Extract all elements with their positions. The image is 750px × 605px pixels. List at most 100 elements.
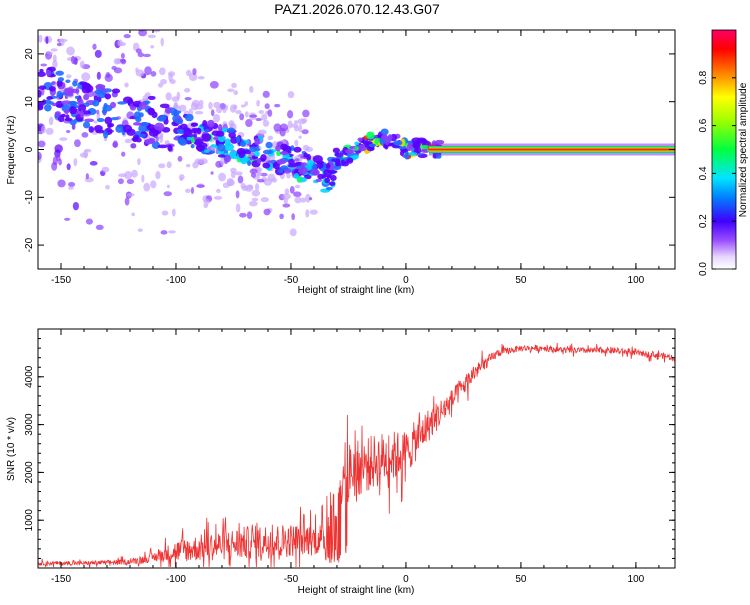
spectrogram-signal-blob <box>46 96 54 100</box>
spectrogram-noise-blob <box>194 104 204 110</box>
spectrogram-signal-blob <box>48 86 56 92</box>
spectrogram-noise-blob <box>294 184 301 189</box>
spectrogram-noise-blob <box>235 203 241 213</box>
spectrogram-noise-blob <box>172 208 176 217</box>
spectrogram-noise-blob <box>297 118 307 125</box>
spectrogram-noise-blob <box>246 211 253 219</box>
spectrogram-noise-blob <box>60 5 63 13</box>
spectrogram-noise-blob <box>166 161 172 169</box>
spectrogram-signal-blob <box>64 109 70 115</box>
snr-y-axis-label: SNR (10 * v/v) <box>6 417 17 481</box>
spectrogram-noise-blob <box>52 54 57 63</box>
spectrogram-noise-blob <box>210 109 215 117</box>
spectrogram-noise-blob <box>67 181 76 187</box>
spectrogram-noise-blob <box>254 183 260 191</box>
spectrogram-signal-blob <box>325 186 333 191</box>
spectrogram-noise-blob <box>249 168 258 174</box>
spectrogram-noise-blob <box>293 120 299 125</box>
spectrogram-signal-blob <box>303 152 309 158</box>
spectrogram-noise-blob <box>274 103 281 108</box>
spectrogram-noise-blob <box>294 196 302 204</box>
spectrogram-noise-blob <box>267 109 273 117</box>
spectrogram-noise-blob <box>116 14 124 20</box>
spectrogram-signal-blob <box>117 101 127 105</box>
spectrogram-noise-blob <box>113 67 123 74</box>
spectrogram-noise-blob <box>235 190 240 199</box>
spectrogram-noise-blob <box>240 104 246 108</box>
spectrogram-noise-blob <box>72 201 80 211</box>
spectrogram-signal-blob <box>381 134 388 141</box>
spectrogram-noise-blob <box>179 104 187 112</box>
spectrogram-noise-blob <box>55 154 61 162</box>
spectrogram-noise-blob <box>66 163 71 171</box>
spectrogram-signal-blob <box>387 134 393 141</box>
spectrogram-noise-blob <box>118 173 127 178</box>
spectrogram-noise-blob <box>86 22 92 29</box>
spectrogram-noise-blob <box>135 67 139 73</box>
snr-x-tick-label: -100 <box>166 574 186 585</box>
spectrogram-noise-blob <box>57 179 66 188</box>
spectrogram-x-tick-label: -100 <box>166 275 186 286</box>
spectrogram-noise-blob <box>302 109 310 118</box>
spectrogram-signal-blob <box>46 69 52 77</box>
spectrogram-x-axis-label: Height of straight line (km) <box>298 285 415 296</box>
spectrogram-noise-blob <box>64 217 71 221</box>
spectrogram-noise-blob <box>85 218 93 225</box>
spectrogram-noise-blob <box>237 175 244 184</box>
spectrogram-noise-blob <box>233 90 239 96</box>
spectrogram-noise-blob <box>169 79 176 85</box>
spectrogram-signal-blob <box>132 134 140 140</box>
spectrogram-noise-blob <box>230 171 236 179</box>
spectrogram-noise-blob <box>65 74 72 79</box>
spectrogram-noise-blob <box>46 51 54 55</box>
spectrogram-noise-blob <box>309 209 318 215</box>
spectrogram-noise-blob <box>50 48 58 52</box>
colorbar-ticks: 0.0 0.2 0.4 0.6 0.8 <box>698 70 736 276</box>
spectrogram-signal-blob <box>316 160 324 169</box>
spectrogram-noise-blob <box>105 184 110 190</box>
spectrogram-signal-blob <box>38 89 42 98</box>
spectrogram-signal-blob <box>202 119 208 128</box>
spectrogram-signal-blob <box>147 95 156 100</box>
spectrogram-signal-blob <box>38 103 43 107</box>
spectrogram-signal-blob <box>329 174 337 181</box>
spectrogram-signal-blob <box>61 100 72 105</box>
spectrogram-signal-blob <box>254 137 261 146</box>
spectrogram-noise-blob <box>52 59 58 69</box>
spectrogram-noise-blob <box>163 191 172 197</box>
spectrogram-noise-blob <box>40 63 48 67</box>
spectrogram-signal-blob <box>354 145 359 152</box>
spectrogram-noise-blob <box>117 39 123 47</box>
spectrogram-noise-blob <box>124 82 129 88</box>
spectrogram-noise-blob <box>71 123 76 130</box>
spectrogram-y-tick-label: 20 <box>24 48 35 60</box>
spectrogram-signal-blob <box>176 128 184 134</box>
spectrogram-signal-blob <box>54 111 61 117</box>
spectrogram-noise-blob <box>159 67 166 76</box>
spectrogram-signal-blob <box>204 149 210 153</box>
spectrogram-signal-blob <box>235 135 241 144</box>
spectrogram-noise-blob <box>218 172 227 182</box>
spectrogram-signal-blob <box>81 83 92 90</box>
spectrogram-noise-blob <box>220 157 225 166</box>
spectrogram-noise-blob <box>141 174 145 183</box>
spectrogram-signal-blob <box>280 151 289 156</box>
spectrogram-signal-blob <box>69 101 77 108</box>
spectrogram-noise-blob <box>157 82 164 88</box>
spectrogram-noise-blob <box>263 208 271 216</box>
spectrogram-signal-blob <box>240 140 246 147</box>
spectrogram-noise-blob <box>68 186 74 190</box>
spectrogram-signal-blob <box>404 151 410 160</box>
figure-title: PAZ1.2026.070.12.43.G07 <box>274 1 440 17</box>
spectrogram-signal-blob <box>293 173 300 179</box>
spectrogram-signal-blob <box>393 140 403 146</box>
spectrogram-signal-blob <box>126 128 136 136</box>
spectrogram-noise-blob <box>260 172 268 177</box>
spectrogram-noise-blob <box>176 91 181 100</box>
spectrogram-noise-blob <box>79 60 85 69</box>
spectrogram-signal-blob <box>111 88 121 94</box>
snr-x-tick-label: 50 <box>515 574 527 585</box>
spectrogram-noise-blob <box>185 188 191 193</box>
spectrogram-noise-blob <box>267 135 274 141</box>
